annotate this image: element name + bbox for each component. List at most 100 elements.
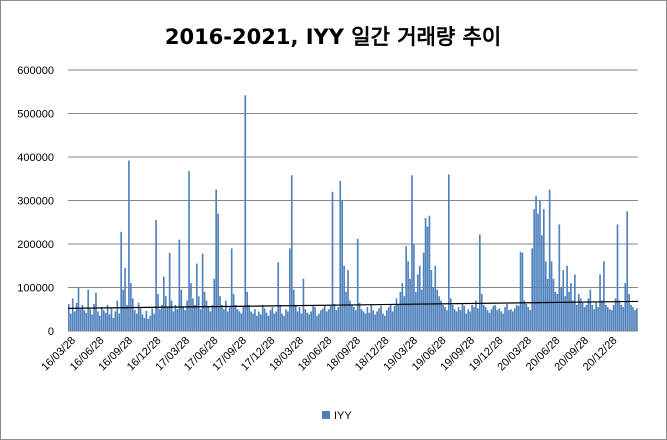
bar [486,310,489,331]
bar [418,265,421,331]
bar [186,300,188,331]
bar [448,174,450,331]
bar [298,307,301,331]
bar [77,287,80,331]
bar [219,296,221,331]
bar [513,308,516,331]
y-axis-ticks: 0 100000 200000 300000 400000 500000 600000 [17,65,54,338]
bar [385,310,388,331]
bar [172,311,175,331]
bar [494,304,497,331]
bar [314,307,316,331]
bar [434,265,437,331]
bar [197,296,200,331]
bar [345,291,347,331]
bar [370,304,373,331]
bar [335,310,338,331]
bar [133,310,136,331]
bar [261,304,264,331]
bar [393,305,396,331]
gridlines [68,69,638,288]
bar [566,265,568,331]
bar [589,289,592,331]
bar [176,309,179,331]
bar [510,309,512,331]
bar [603,261,605,331]
bar [556,294,559,331]
bar [320,310,322,331]
bar [327,309,330,331]
bar [517,305,520,331]
bar [632,307,634,331]
bar [271,307,274,331]
bar [585,304,588,331]
bar [399,291,402,331]
bar [527,307,530,331]
bar [409,278,411,331]
bar [159,309,161,331]
bar [459,310,462,331]
bar [252,313,254,331]
bar [442,304,444,331]
bar [595,302,597,331]
bar [465,313,468,331]
bar [477,308,479,331]
bar [354,310,357,331]
bar [620,304,623,331]
bar [168,252,171,331]
bar [461,304,464,331]
bar [628,294,630,331]
bar [79,309,82,331]
bar [475,300,477,331]
bar [552,278,555,331]
bar [258,311,260,331]
bar [244,95,247,331]
bar [496,310,499,331]
bar [194,304,196,331]
bar [347,270,349,331]
bar [97,311,99,331]
bar [479,234,481,331]
bar [285,309,287,331]
bar [188,170,190,331]
bar [217,213,219,331]
bar [389,304,392,331]
bar [100,307,103,331]
bar [164,296,167,331]
bar [215,189,217,332]
bar [289,248,291,331]
bar [292,289,295,331]
bar [593,309,596,331]
bar [290,175,293,331]
bar [599,274,601,331]
bar [155,220,157,331]
bar [135,313,138,331]
bar [281,313,283,331]
bar [587,298,590,332]
bar [341,200,344,331]
bar [242,307,245,331]
bar [318,313,320,331]
bar [608,309,611,331]
y-tick-label: 0 [48,326,54,338]
bar [521,252,524,331]
bar [444,307,446,331]
bar [166,307,169,331]
bar [453,309,456,331]
bar [415,291,417,331]
bar [112,317,115,331]
bar [122,289,124,331]
bar [149,315,152,331]
bar [622,307,625,331]
bar [362,311,365,331]
bar [428,215,431,331]
bar [413,244,415,331]
bar [568,291,570,331]
bar [118,313,121,331]
bar [329,305,332,331]
bar [294,304,297,331]
bar [108,314,111,331]
chart-title: 2016-2021, IYY 일간 거래량 추이 [165,25,501,49]
